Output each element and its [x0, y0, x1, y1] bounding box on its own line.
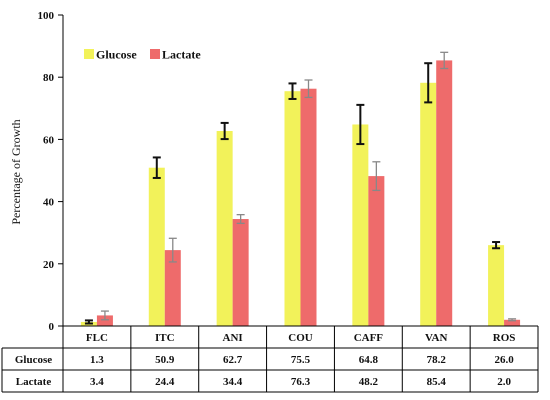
table-cell-value: 76.3	[291, 376, 311, 388]
table-cell-value: 50.9	[155, 354, 175, 366]
bar-lactate	[368, 176, 385, 326]
bar-glucose	[488, 245, 505, 326]
legend-label-lactate: Lactate	[162, 48, 201, 62]
y-tick-label: 100	[38, 10, 55, 22]
bar-lactate	[300, 88, 317, 326]
bar-lactate	[232, 219, 249, 326]
y-tick-label: 80	[43, 72, 55, 84]
bars	[80, 60, 521, 326]
category-label: CAFF	[354, 332, 384, 344]
table-cell-value: 78.2	[427, 354, 447, 366]
table-cell-value: 24.4	[155, 376, 175, 388]
legend: Glucose Lactate	[84, 48, 201, 62]
y-tick-label: 20	[43, 259, 55, 271]
table-cell-value: 64.8	[359, 354, 379, 366]
category-label: COU	[288, 332, 313, 344]
category-label: FLC	[86, 332, 108, 344]
table-cell-value: 34.4	[223, 376, 243, 388]
category-label: VAN	[425, 332, 447, 344]
legend-swatch-glucose	[84, 49, 94, 59]
error-bars	[84, 51, 517, 325]
y-axis-title: Percentage of Growth	[9, 119, 23, 224]
data-table: FLC ITC ANI COU CAFF VAN ROS Glucose 1.3 50.9 62.7…	[1, 325, 539, 393]
legend-label-glucose: Glucose	[96, 48, 137, 62]
y-ticks: 0 20 40 60 80 100	[38, 10, 63, 333]
table-cell-value: 2.0	[497, 376, 511, 388]
table-cell-value: 75.5	[291, 354, 311, 366]
bar-glucose	[420, 82, 437, 326]
bar-glucose	[352, 124, 369, 326]
bar-lactate	[504, 319, 521, 326]
bar-lactate	[436, 60, 453, 326]
y-tick-label: 40	[43, 197, 55, 209]
bar-glucose	[216, 131, 233, 326]
category-label: ANI	[223, 332, 243, 344]
bar-lactate	[96, 315, 113, 326]
table-cell-value: 26.0	[494, 354, 514, 366]
table-cell-value: 48.2	[359, 376, 379, 388]
y-tick-label: 0	[49, 321, 55, 333]
table-cell-value: 62.7	[223, 354, 243, 366]
table-row-label: Glucose	[15, 354, 52, 366]
table-row-label: Lactate	[16, 376, 52, 388]
table-cell-value: 3.4	[90, 376, 104, 388]
category-label: ITC	[155, 332, 175, 344]
table-cell-value: 1.3	[90, 354, 104, 366]
bar-lactate	[164, 250, 181, 326]
bar-glucose	[148, 167, 165, 326]
bar-glucose	[284, 91, 301, 326]
y-tick-label: 60	[43, 134, 55, 146]
category-label: ROS	[493, 332, 516, 344]
legend-swatch-lactate	[150, 49, 160, 59]
table-cell-value: 85.4	[427, 376, 447, 388]
